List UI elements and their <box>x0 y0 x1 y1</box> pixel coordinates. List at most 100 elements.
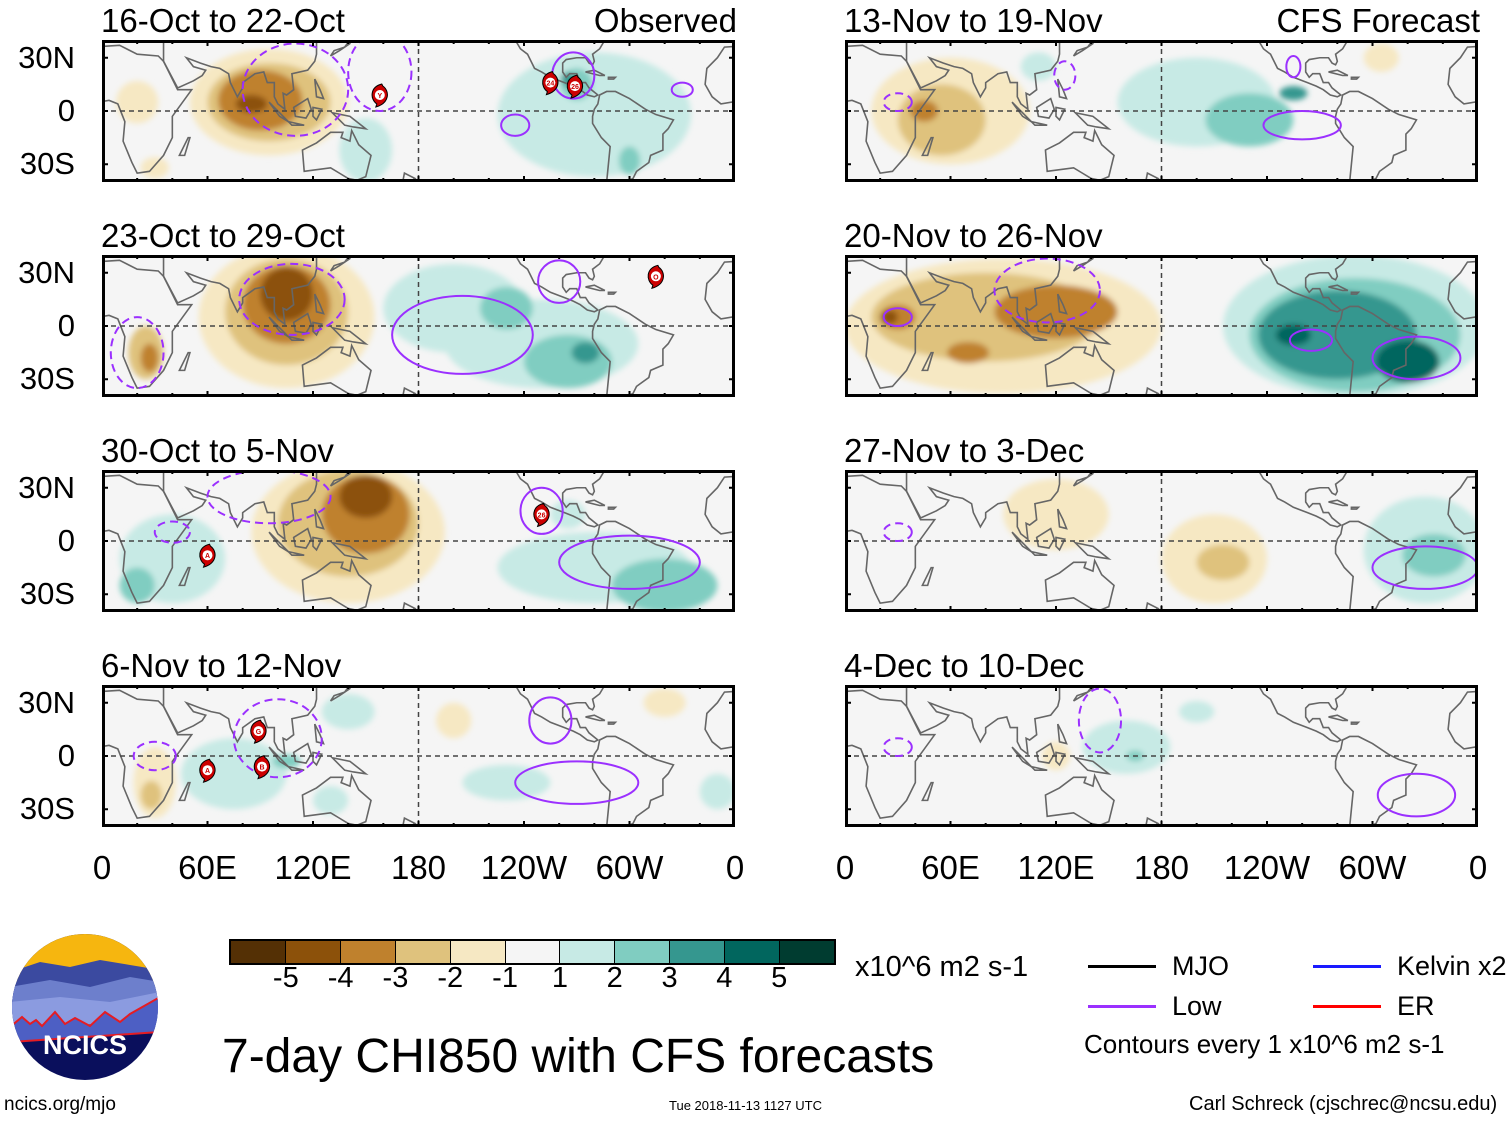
negative-anomaly-shading <box>910 100 939 122</box>
legend-label: ER <box>1397 991 1435 1021</box>
coastline <box>1044 772 1115 827</box>
coastline <box>921 566 934 587</box>
coastline <box>292 742 313 764</box>
coastline <box>292 97 313 119</box>
coastline <box>591 520 675 612</box>
coastline <box>102 44 194 174</box>
panel-subtitle: CFS Forecast <box>1276 2 1480 39</box>
negative-anomaly-shading <box>1003 478 1109 550</box>
contour-note: Contours every 1 x10^6 m2 s-1 <box>1084 1029 1445 1059</box>
colorbar-label: 4 <box>716 962 733 994</box>
panel-title: 20-Nov to 26-Nov <box>844 217 1103 254</box>
negative-anomaly-shading <box>235 95 268 113</box>
lon-label: 60E <box>921 849 980 886</box>
positive-anomaly-shading <box>462 764 551 801</box>
low-contour-negative <box>882 92 913 112</box>
coastline <box>285 550 305 556</box>
tropical-cyclone-icon: B <box>253 755 271 780</box>
coastline <box>312 106 323 122</box>
positive-anomaly-shading <box>699 773 735 810</box>
coastline <box>1035 742 1056 764</box>
units-label: x10^6 m2 s-1 <box>855 951 1029 983</box>
coastline <box>329 470 351 487</box>
colorbar-swatch <box>395 941 451 963</box>
legend-line <box>1088 1005 1156 1008</box>
coastline <box>514 470 606 528</box>
colorbar-swatch <box>560 941 616 963</box>
coastline <box>1072 40 1094 57</box>
coastline <box>312 536 323 552</box>
lat-label: 30S <box>19 146 75 182</box>
coastlines <box>102 470 735 612</box>
coastline <box>1028 550 1048 556</box>
colorbar-swatch <box>725 941 781 963</box>
colorbar-label: -1 <box>492 962 518 994</box>
coastline <box>1072 326 1112 345</box>
colorbar-label: -5 <box>272 962 299 994</box>
coastline <box>845 474 937 604</box>
coastline <box>607 291 618 295</box>
website-link[interactable]: ncics.org/mjo <box>4 1094 116 1115</box>
coastline <box>301 772 372 827</box>
colorbar-swatch <box>285 941 341 963</box>
positive-anomaly-shading <box>618 146 641 175</box>
coastline <box>1328 714 1349 722</box>
coastline <box>1350 291 1361 295</box>
coastline <box>178 351 191 372</box>
coastline <box>313 508 325 530</box>
coastline <box>301 557 372 612</box>
lon-label: 180 <box>390 849 447 886</box>
map-panel <box>845 40 1478 182</box>
main-title: 7-day CHI850 with CFS forecasts <box>222 1030 935 1083</box>
storm-label: 26 <box>538 512 546 519</box>
coastline <box>1044 342 1115 397</box>
panel-title: 6-Nov to 12-Nov <box>101 647 342 684</box>
coastline <box>585 499 606 507</box>
coastline <box>845 259 937 389</box>
low-contour-negative <box>232 698 323 779</box>
positive-anomaly-shading <box>321 693 375 730</box>
low-contour-positive <box>528 696 573 745</box>
coastline <box>905 255 1061 326</box>
tropical-cyclone-icon: A <box>199 543 216 568</box>
coastline <box>1257 470 1349 528</box>
coastline <box>514 685 606 743</box>
low-contour-negative <box>347 40 413 112</box>
coastline <box>514 255 606 313</box>
coastline <box>1257 255 1349 313</box>
coastline <box>1044 127 1115 182</box>
colorbar <box>229 939 836 965</box>
coastline <box>1072 756 1112 775</box>
coastline <box>905 470 1061 541</box>
colorbar-swatch <box>450 941 506 963</box>
tropical-cyclone-icon: O <box>647 264 664 290</box>
lat-label: 30S <box>19 791 75 827</box>
low-contour-positive <box>1371 335 1462 381</box>
storm-label: 26 <box>571 84 579 91</box>
coastline <box>1072 541 1112 560</box>
colorbar-label: -3 <box>382 962 409 994</box>
colorbar-label: 2 <box>606 962 623 994</box>
map-panel: G B A <box>102 685 735 827</box>
coastline <box>178 781 191 802</box>
panel-title: 23-Oct to 29-Oct <box>101 217 345 254</box>
positive-anomaly-shading <box>571 341 600 364</box>
panel-title: 4-Dec to 10-Dec <box>844 647 1085 684</box>
coastline <box>591 305 675 397</box>
legend-label: Low <box>1172 991 1222 1021</box>
lon-label: 120E <box>274 849 352 886</box>
anomaly-field <box>133 688 735 819</box>
coastline <box>1350 506 1361 510</box>
coastline <box>1056 293 1068 315</box>
coastline <box>921 781 934 802</box>
lon-label: 0 <box>835 849 855 886</box>
low-contour-negative <box>206 470 332 525</box>
coastline <box>591 735 675 827</box>
storm-label: B <box>259 765 264 772</box>
coastline <box>845 689 937 819</box>
map-panel: O <box>102 255 735 397</box>
panel-title: 30-Oct to 5-Nov <box>101 432 334 469</box>
negative-anomaly-shading <box>1363 43 1399 72</box>
coastline <box>329 326 369 345</box>
negative-anomaly-shading <box>116 80 159 124</box>
